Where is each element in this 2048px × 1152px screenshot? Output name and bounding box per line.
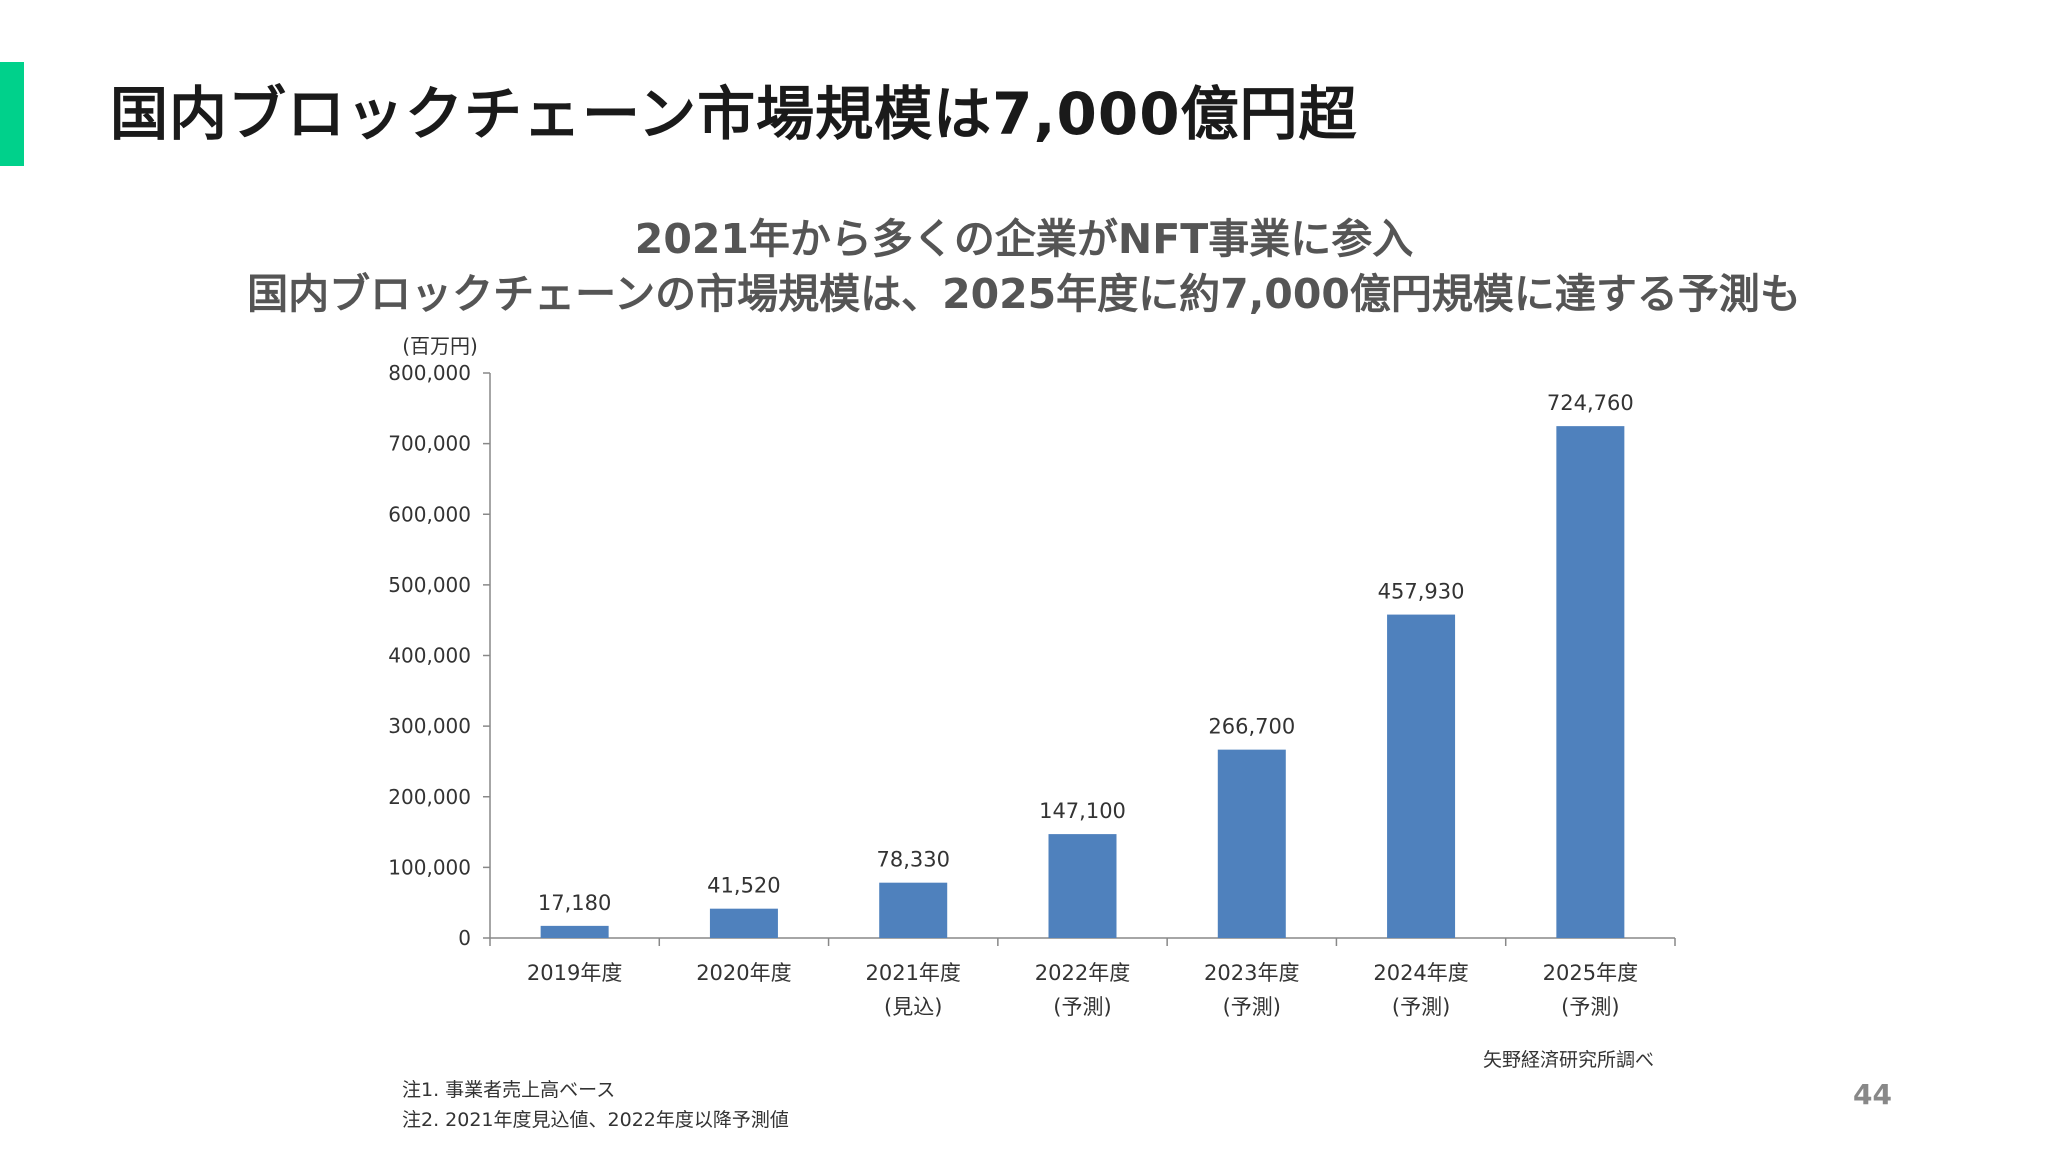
y-tick-label: 400,000 bbox=[388, 644, 471, 668]
data-label: 78,330 bbox=[876, 848, 949, 872]
source-credit: 矢野経済研究所調べ bbox=[1482, 1049, 1654, 1071]
x-category-sublabel: (見込) bbox=[884, 995, 942, 1019]
y-tick-label: 700,000 bbox=[388, 432, 471, 456]
bar bbox=[1556, 426, 1625, 938]
x-category-label: 2021年度 bbox=[865, 961, 960, 985]
y-unit-label: (百万円) bbox=[402, 334, 478, 358]
y-tick-label: 300,000 bbox=[388, 714, 471, 738]
y-tick-label: 600,000 bbox=[388, 502, 471, 526]
accent-bar bbox=[0, 62, 24, 166]
x-category-label: 2022年度 bbox=[1035, 961, 1130, 985]
x-category-sublabel: (予測) bbox=[1392, 995, 1450, 1019]
x-category-label: 2024年度 bbox=[1373, 961, 1468, 985]
data-label: 457,930 bbox=[1378, 580, 1465, 604]
y-tick-label: 100,000 bbox=[388, 855, 471, 879]
y-tick-label: 200,000 bbox=[388, 785, 471, 809]
bar bbox=[1217, 749, 1286, 938]
x-category-label: 2023年度 bbox=[1204, 961, 1299, 985]
bar bbox=[879, 882, 948, 938]
data-label: 17,180 bbox=[538, 891, 611, 915]
x-category-label: 2025年度 bbox=[1543, 961, 1638, 985]
bar bbox=[540, 925, 609, 938]
x-category-sublabel: (予測) bbox=[1223, 995, 1281, 1019]
subheading-line-2: 国内ブロックチェーンの市場規模は、2025年度に約7,000億円規模に達する予測… bbox=[247, 270, 1801, 318]
bar bbox=[709, 908, 778, 938]
y-tick-label: 0 bbox=[458, 926, 471, 950]
x-category-label: 2019年度 bbox=[527, 961, 622, 985]
page-number: 44 bbox=[1853, 1078, 1892, 1111]
y-tick-label: 800,000 bbox=[388, 361, 471, 385]
data-label: 41,520 bbox=[707, 874, 780, 898]
y-tick-label: 500,000 bbox=[388, 573, 471, 597]
data-label: 266,700 bbox=[1208, 715, 1295, 739]
data-label: 147,100 bbox=[1039, 799, 1126, 823]
bar bbox=[1387, 614, 1456, 938]
data-label: 724,760 bbox=[1547, 391, 1634, 415]
x-category-sublabel: (予測) bbox=[1561, 995, 1619, 1019]
x-category-label: 2020年度 bbox=[696, 961, 791, 985]
subheading-line-1: 2021年から多くの企業がNFT事業に参入 bbox=[634, 215, 1414, 263]
x-category-sublabel: (予測) bbox=[1053, 995, 1111, 1019]
slide-title: 国内ブロックチェーン市場規模は7,000億円超 bbox=[110, 80, 1358, 148]
bar bbox=[1048, 834, 1117, 938]
footnote-1: 注1. 事業者売上高ベース bbox=[402, 1079, 616, 1101]
footnote-2: 注2. 2021年度見込値、2022年度以降予測値 bbox=[402, 1109, 789, 1131]
